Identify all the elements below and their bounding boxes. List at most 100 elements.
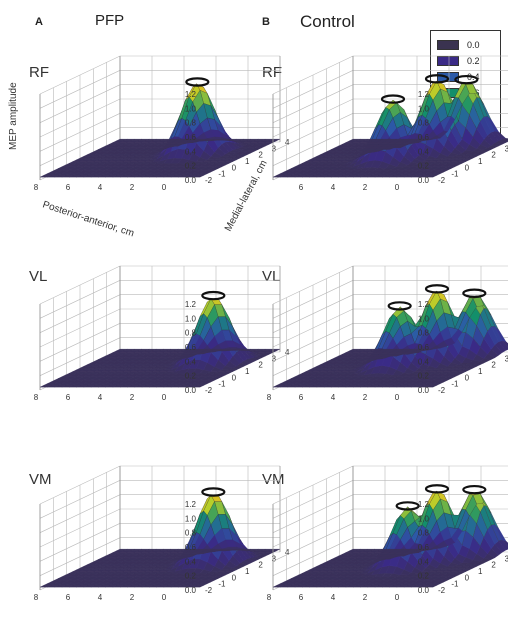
x-tick-label: 0 — [162, 593, 167, 602]
x-tick-label: 2 — [130, 393, 135, 402]
grid-line — [39, 508, 280, 548]
y-tick-label: 2 — [491, 561, 496, 570]
x-tick-label: 4 — [98, 393, 103, 402]
y-tick-label: 3 — [272, 354, 277, 363]
z-tick-label: 1.0 — [418, 514, 430, 523]
grid-line — [39, 308, 280, 348]
z-tick-label: 0.2 — [185, 572, 197, 581]
y-tick-label: 3 — [272, 554, 277, 563]
z-tick-label: 0.4 — [418, 147, 430, 156]
y-tick-label: 1 — [245, 567, 250, 576]
surface-patch — [116, 348, 128, 352]
y-tick-label: 3 — [272, 144, 277, 153]
y-tick-label: 0 — [232, 163, 237, 172]
y-tick-label: -1 — [218, 380, 226, 389]
x-tick-label: 0 — [395, 593, 400, 602]
grid-line — [39, 98, 280, 138]
surface-patch — [116, 138, 128, 142]
grid-line — [39, 494, 280, 533]
x-tick-label: 8 — [34, 593, 39, 602]
x-tick-label: 2 — [363, 593, 368, 602]
peak-marker — [424, 74, 450, 84]
group-title-control: Control — [300, 12, 355, 31]
z-tick-label: 0.8 — [418, 119, 430, 128]
row-label-vl-control: VL — [262, 268, 281, 285]
z-tick-label: 1.2 — [418, 500, 430, 509]
grid-line — [39, 70, 280, 109]
row-label-vm-control: VM — [262, 471, 285, 488]
peak-marker — [185, 77, 210, 87]
peak-marker — [462, 288, 487, 298]
z-tick-label: 0.4 — [185, 557, 197, 566]
y-tick-label: 2 — [258, 561, 263, 570]
y-tick-label: 0 — [465, 373, 470, 382]
z-axis-title: MEP amplitude — [8, 82, 19, 150]
z-tick-label: 1.2 — [418, 300, 430, 309]
z-tick-label: 1.0 — [418, 104, 430, 113]
legend-label: 0.2 — [467, 56, 480, 66]
peak-marker — [387, 301, 412, 311]
z-tick-label: 0.8 — [185, 329, 197, 338]
x-tick-label: 0 — [395, 393, 400, 402]
x-tick-label: 8 — [34, 183, 39, 192]
surface-patch — [349, 348, 361, 352]
z-tick-label: 0.0 — [185, 386, 197, 395]
z-tick-label: 1.2 — [185, 90, 197, 99]
z-tick-label: 0.0 — [418, 586, 430, 595]
grid-line — [39, 280, 280, 319]
y-tick-label: 4 — [285, 138, 290, 147]
z-tick-label: 1.0 — [185, 104, 197, 113]
peak-marker — [462, 484, 487, 495]
z-tick-label: 0.6 — [185, 543, 197, 552]
z-tick-label: 1.0 — [185, 314, 197, 323]
x-tick-label: 0 — [162, 393, 167, 402]
x-tick-label: 4 — [98, 593, 103, 602]
y-tick-label: 0 — [465, 163, 470, 172]
y-tick-label: 0 — [465, 573, 470, 582]
z-tick-label: 0.4 — [185, 357, 197, 366]
y-tick-label: 4 — [285, 548, 290, 557]
z-tick-label: 0.0 — [185, 176, 197, 185]
row-label-rf-pfp: RF — [29, 64, 49, 81]
x-tick-label: 0 — [395, 183, 400, 192]
legend-swatch — [437, 56, 459, 66]
y-axis-title: Medial-lateral, cm — [223, 159, 270, 234]
y-tick-label: -2 — [438, 176, 446, 185]
y-tick-label: -1 — [451, 380, 459, 389]
peak-marker — [201, 290, 226, 301]
row-label-vl-pfp: VL — [29, 268, 48, 285]
z-tick-label: 0.6 — [185, 133, 197, 142]
x-tick-label: 4 — [331, 593, 336, 602]
grid-line — [39, 465, 280, 505]
legend-item: 0.2 — [437, 53, 496, 69]
x-tick-label: 8 — [267, 393, 272, 402]
y-tick-label: 2 — [258, 361, 263, 370]
y-tick-label: -2 — [205, 386, 213, 395]
x-tick-label: 2 — [363, 183, 368, 192]
z-tick-label: 0.6 — [418, 343, 430, 352]
y-tick-label: 0 — [232, 373, 237, 382]
panel-letter-a: A — [35, 16, 43, 28]
y-tick-label: -2 — [205, 176, 213, 185]
y-tick-label: 2 — [258, 151, 263, 160]
y-tick-label: 1 — [478, 157, 483, 166]
z-tick-label: 0.4 — [418, 357, 430, 366]
y-tick-label: 2 — [491, 361, 496, 370]
z-tick-label: 1.2 — [185, 500, 197, 509]
x-tick-label: 2 — [363, 393, 368, 402]
peak-marker — [395, 501, 420, 511]
y-tick-label: -2 — [205, 586, 213, 595]
legend-swatch — [437, 40, 459, 50]
group-title-pfp: PFP — [95, 12, 125, 29]
z-tick-label: 0.2 — [418, 162, 430, 171]
y-tick-label: -1 — [451, 580, 459, 589]
grid-line — [39, 84, 280, 123]
y-tick-label: 4 — [285, 348, 290, 357]
z-tick-label: 0.0 — [418, 386, 430, 395]
x-tick-label: 8 — [34, 393, 39, 402]
legend-label: 0.0 — [467, 40, 480, 50]
y-tick-label: 1 — [478, 567, 483, 576]
